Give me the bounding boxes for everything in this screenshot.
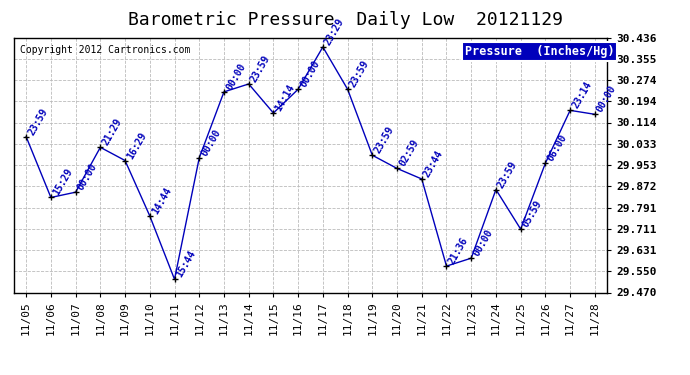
Text: 14:44: 14:44	[150, 186, 173, 216]
Text: 23:59: 23:59	[496, 159, 520, 189]
Text: 23:29: 23:29	[323, 16, 346, 47]
Text: 21:29: 21:29	[100, 117, 124, 147]
Text: Barometric Pressure  Daily Low  20121129: Barometric Pressure Daily Low 20121129	[128, 11, 562, 29]
Text: 23:44: 23:44	[422, 148, 445, 179]
Text: 00:00: 00:00	[224, 62, 247, 92]
Text: 14:14: 14:14	[273, 82, 297, 113]
Text: 06:00: 06:00	[545, 133, 569, 163]
Text: Copyright 2012 Cartronics.com: Copyright 2012 Cartronics.com	[20, 45, 190, 55]
Text: 23:59: 23:59	[248, 54, 272, 84]
Text: 00:00: 00:00	[298, 59, 322, 89]
Text: 00:00: 00:00	[595, 84, 618, 114]
Text: 02:59: 02:59	[397, 138, 420, 168]
Text: 23:59: 23:59	[373, 125, 395, 155]
Text: 16:29: 16:29	[125, 130, 148, 160]
Text: 00:00: 00:00	[76, 162, 99, 192]
Text: 15:44: 15:44	[175, 249, 198, 279]
Text: 00:00: 00:00	[199, 128, 223, 158]
Text: Pressure  (Inches/Hg): Pressure (Inches/Hg)	[465, 45, 614, 58]
Text: 00:00: 00:00	[471, 228, 495, 258]
Text: 15:29: 15:29	[51, 167, 75, 198]
Text: 23:59: 23:59	[348, 59, 371, 89]
Text: 21:36: 21:36	[446, 236, 470, 266]
Text: 23:59: 23:59	[26, 106, 50, 137]
Text: 23:14: 23:14	[570, 80, 593, 110]
Text: 05:59: 05:59	[521, 199, 544, 229]
